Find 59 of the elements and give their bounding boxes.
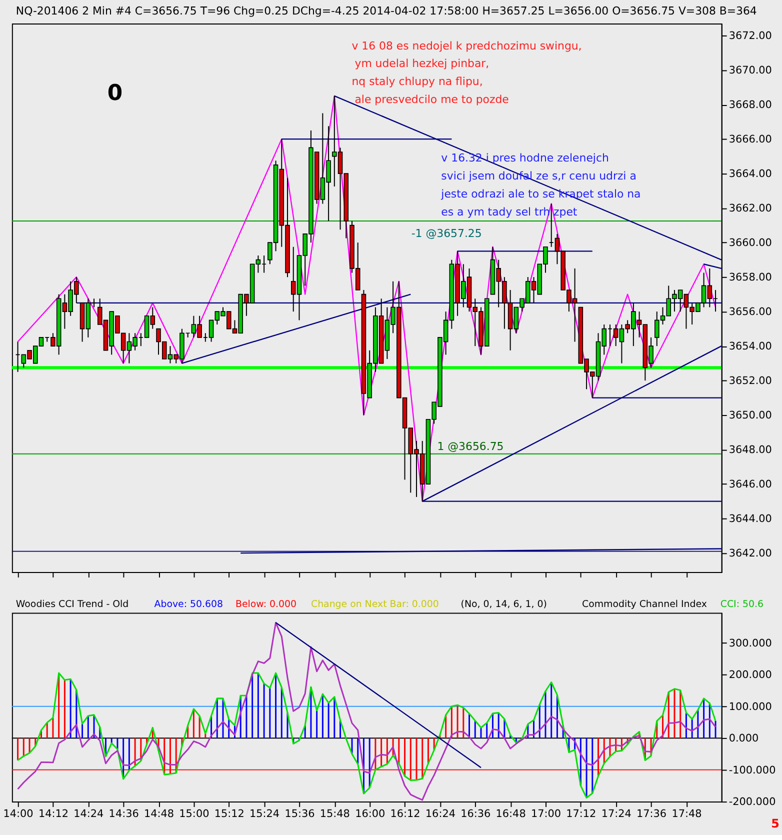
annotation: nq staly chlupy na flipu, xyxy=(352,75,483,88)
y-tick-label: 3660.00 xyxy=(728,237,772,250)
text: CCI: 50.6 xyxy=(720,598,764,610)
y-tick-label: 3662.00 xyxy=(728,202,772,215)
y-tick-label: -200.000 xyxy=(728,796,776,808)
x-tick-label: 16:48 xyxy=(496,808,526,820)
annotation: v 16 08 es nedojel k predchozimu swingu, xyxy=(352,39,582,52)
x-tick-label: 15:12 xyxy=(214,808,244,820)
x-tick-label: 17:24 xyxy=(601,808,632,820)
chart-title: NQ-201406 2 Min #4 C=3656.75 T=96 Chg=0.25 DChg=-4.25 2014-04-02 17:58:00 H=3657.25 L=3656.00 O=3656.75 V=308 B=364 xyxy=(16,4,757,18)
text: (No, 0, 14, 6, 1, 0) xyxy=(460,598,547,610)
y-tick-label: 3646.00 xyxy=(728,478,772,491)
annotation: 0 xyxy=(107,81,123,106)
text: Above: 50.608 xyxy=(154,598,223,610)
annotation: ale presvedcilo me to pozde xyxy=(354,93,510,106)
annotation: v 16.32 i pres hodne zelenejch xyxy=(441,152,609,165)
y-tick-label: 3658.00 xyxy=(728,272,772,284)
y-tick-label: 3670.00 xyxy=(728,64,772,77)
y-tick-label: -100.000 xyxy=(728,764,776,776)
x-tick-label: 17:36 xyxy=(636,808,667,820)
x-tick-label: 15:00 xyxy=(179,808,210,820)
x-tick-label: 14:48 xyxy=(144,808,174,820)
x-tick-label: 14:00 xyxy=(3,808,34,820)
text: Commodity Channel Index xyxy=(582,598,708,610)
text: 5 xyxy=(771,816,780,830)
y-tick-label: 3644.00 xyxy=(728,513,772,526)
x-tick-label: 16:24 xyxy=(425,808,456,820)
y-tick-label: 3666.00 xyxy=(728,134,772,146)
y-tick-label: 3668.00 xyxy=(728,99,772,112)
y-tick-label: 3664.00 xyxy=(728,168,772,180)
x-tick-label: 16:00 xyxy=(355,808,386,820)
x-tick-label: 14:36 xyxy=(108,808,139,820)
x-tick-label: 15:36 xyxy=(284,808,315,820)
x-tick-label: 15:48 xyxy=(320,808,350,820)
annotation: ym udelal hezkej pinbar, xyxy=(354,57,490,70)
y-tick-label: 300.000 xyxy=(728,637,772,650)
y-tick-label: 100.000 xyxy=(728,700,772,713)
x-tick-label: 17:48 xyxy=(672,808,702,820)
y-tick-label: 3650.00 xyxy=(728,410,772,422)
text: Below: 0.000 xyxy=(235,598,296,610)
y-tick-label: 3654.00 xyxy=(728,340,772,353)
chart-title: Woodies CCI Trend - Old xyxy=(16,598,129,610)
y-tick-label: 3656.00 xyxy=(728,306,772,318)
y-tick-label: 200.000 xyxy=(728,669,772,682)
x-tick-label: 17:12 xyxy=(566,808,596,820)
x-tick-label: 17:00 xyxy=(530,808,562,820)
y-tick-label: 0.000 xyxy=(728,732,759,745)
y-tick-label: 3672.00 xyxy=(728,30,772,42)
x-tick-label: 16:36 xyxy=(460,808,491,820)
annotation: 1 @3656.75 xyxy=(437,440,504,453)
y-tick-label: 3652.00 xyxy=(728,375,772,388)
annotation: -1 @3657.25 xyxy=(411,227,482,240)
text: Change on Next Bar: 0.000 xyxy=(311,598,439,610)
x-tick-label: 16:12 xyxy=(390,808,420,820)
x-tick-label: 14:24 xyxy=(74,808,104,820)
x-tick-label: 15:24 xyxy=(250,808,280,820)
y-tick-label: 3642.00 xyxy=(728,548,772,560)
y-tick-label: 3648.00 xyxy=(728,444,772,456)
x-tick-label: 14:12 xyxy=(38,808,68,820)
